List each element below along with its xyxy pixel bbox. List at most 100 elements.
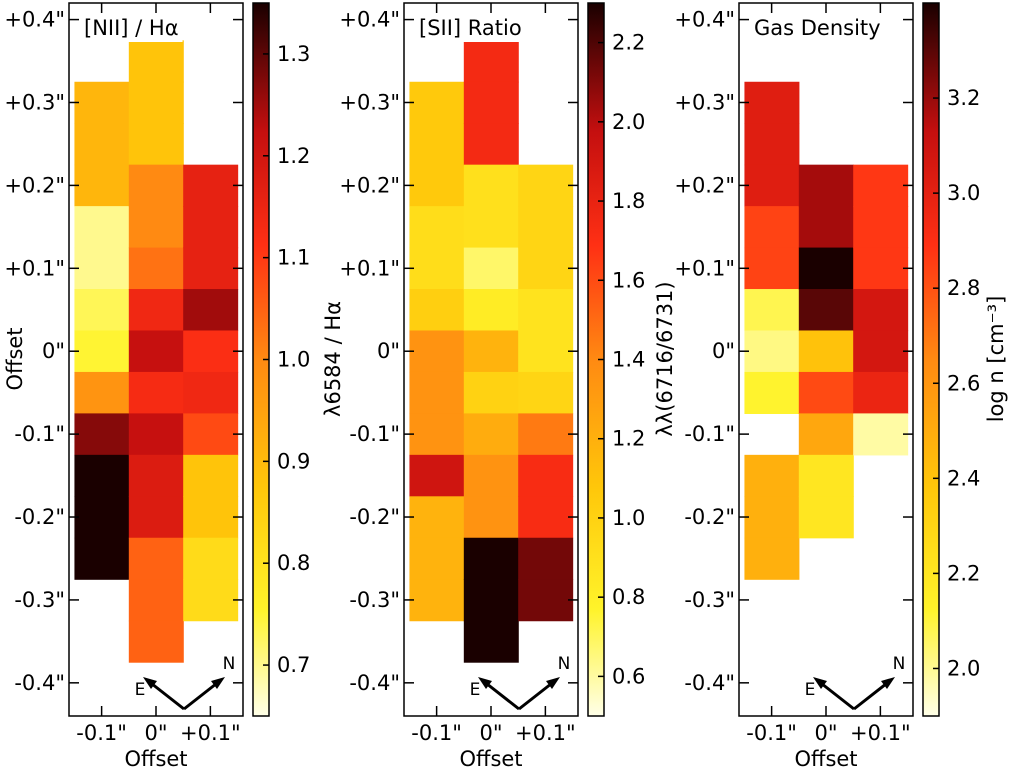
heatmap-cell bbox=[128, 40, 184, 83]
heatmap-cell bbox=[744, 496, 800, 539]
y-tick-label: -0.2" bbox=[14, 505, 65, 529]
colorbar-ticks: 2.0 2.2 2.4 2.6 2.8 3.0 3.2 bbox=[933, 86, 980, 680]
colorbar-tick-label: 0.9 bbox=[277, 449, 310, 473]
compass-north-label: N bbox=[558, 654, 571, 674]
heatmap-cell bbox=[128, 579, 184, 622]
heatmap-cell bbox=[128, 247, 184, 290]
y-tick-label: +0.3" bbox=[674, 90, 735, 114]
panel-title: Gas Density bbox=[754, 16, 881, 40]
colorbar-ticks: 0.7 0.8 0.9 1.0 1.1 1.2 1.3 bbox=[263, 42, 310, 677]
colorbar-tick-label: 1.1 bbox=[277, 246, 310, 270]
heatmap-cell bbox=[853, 164, 909, 207]
heatmap-cell bbox=[518, 413, 574, 456]
y-tick-label: -0.3" bbox=[14, 588, 65, 612]
x-tick-label: +0.1" bbox=[180, 721, 241, 745]
colorbar-label: λλ(6716/6731) bbox=[653, 281, 677, 436]
heatmap-cell bbox=[74, 289, 130, 332]
heatmap-cell bbox=[798, 413, 854, 456]
heatmap-cell bbox=[853, 289, 909, 332]
heatmap-cell bbox=[798, 454, 854, 497]
heatmap-cell bbox=[798, 206, 854, 249]
heatmap-cell bbox=[128, 371, 184, 414]
colorbar-tick-label: 0.7 bbox=[277, 653, 310, 677]
colorbar-tick-label: 1.6 bbox=[612, 268, 645, 292]
heatmap-cell bbox=[463, 579, 519, 622]
heatmap-cell bbox=[74, 81, 130, 124]
heatmap-cell bbox=[744, 537, 800, 580]
colorbar-tick-label: 1.3 bbox=[277, 42, 310, 66]
heatmap-cell bbox=[463, 537, 519, 580]
y-tick-label: -0.4" bbox=[349, 671, 400, 695]
y-tick-label: -0.4" bbox=[684, 671, 735, 695]
compass-east-arrowhead bbox=[478, 677, 492, 689]
heatmap-cell bbox=[463, 371, 519, 414]
y-tick-label: +0.3" bbox=[339, 90, 400, 114]
heatmap-cell bbox=[463, 330, 519, 373]
colorbar-tick-label: 2.0 bbox=[947, 656, 980, 680]
colorbar-tick-label: 0.8 bbox=[277, 551, 310, 575]
heatmap-cell bbox=[128, 620, 184, 663]
heatmap-cell bbox=[463, 496, 519, 539]
heatmap-cell bbox=[183, 454, 239, 497]
x-tick-label: 0" bbox=[814, 721, 837, 745]
panel-title-background bbox=[415, 14, 526, 42]
heatmap-cell bbox=[183, 413, 239, 456]
colorbar-tick-label: 0.6 bbox=[612, 664, 645, 688]
colorbar-tick-label: 1.2 bbox=[612, 427, 645, 451]
y-ticks: +0.4" +0.3" +0.2" +0.1" 0" -0.1" -0.2" -0.3" -0.… bbox=[339, 8, 578, 695]
heatmap-cell bbox=[74, 206, 130, 249]
y-tick-label: -0.1" bbox=[14, 422, 65, 446]
x-tick-label: +0.1" bbox=[515, 721, 576, 745]
y-tick-label: -0.2" bbox=[684, 505, 735, 529]
heatmap-cell bbox=[463, 289, 519, 332]
heatmap-cell bbox=[463, 247, 519, 290]
heatmap-cell bbox=[744, 371, 800, 414]
colorbar-tick-label: 2.4 bbox=[947, 466, 980, 490]
heatmap-cell bbox=[463, 454, 519, 497]
y-tick-label: -0.3" bbox=[684, 588, 735, 612]
heatmap-cell bbox=[798, 289, 854, 332]
x-axis-label: Offset bbox=[124, 747, 187, 769]
heatmap-cell bbox=[74, 371, 130, 414]
colorbar-tick-label: 1.0 bbox=[612, 506, 645, 530]
heatmap-cell bbox=[744, 330, 800, 373]
compass-north-arrowhead bbox=[211, 677, 225, 689]
y-tick-label: +0.2" bbox=[339, 173, 400, 197]
heatmap-cell bbox=[409, 371, 465, 414]
heatmap-cell bbox=[744, 289, 800, 332]
x-tick-label: -0.1" bbox=[76, 721, 127, 745]
compass-east-arrowhead bbox=[813, 677, 827, 689]
compass-north-arrowhead bbox=[546, 677, 560, 689]
heatmap-cell bbox=[518, 579, 574, 622]
compass: E N bbox=[470, 654, 571, 711]
cells bbox=[744, 81, 909, 580]
heatmap-cell bbox=[74, 413, 130, 456]
colorbar-tick-label: 3.2 bbox=[947, 86, 980, 110]
heatmap-cell bbox=[128, 413, 184, 456]
colorbar-tick-label: 3.0 bbox=[947, 181, 980, 205]
heatmap-cell bbox=[183, 330, 239, 373]
heatmap-cell bbox=[409, 81, 465, 124]
x-tick-label: -0.1" bbox=[411, 721, 462, 745]
y-tick-label: +0.3" bbox=[4, 90, 65, 114]
heatmap-cell bbox=[518, 496, 574, 539]
heatmap-cell bbox=[183, 247, 239, 290]
y-tick-label: +0.2" bbox=[4, 173, 65, 197]
y-tick-label: -0.3" bbox=[349, 588, 400, 612]
heatmap-cell bbox=[409, 164, 465, 207]
heatmap-cell bbox=[128, 537, 184, 580]
heatmap-cell bbox=[183, 579, 239, 622]
heatmap-cell bbox=[409, 537, 465, 580]
heatmap-cell bbox=[798, 371, 854, 414]
y-tick-label: 0" bbox=[377, 339, 400, 363]
heatmap-cell bbox=[74, 496, 130, 539]
heatmap-cell bbox=[74, 247, 130, 290]
compass: E N bbox=[805, 654, 905, 711]
y-tick-label: -0.1" bbox=[349, 422, 400, 446]
heatmap-cell bbox=[128, 330, 184, 373]
heatmap-cell bbox=[853, 413, 909, 456]
panel-gas-density: -0.1" 0" +0.1" +0.4"+0.3"+0.2"+0.1"0"-0.1"… bbox=[674, 2, 1008, 769]
colorbar-ticks: 0.6 0.8 1.0 1.2 1.4 1.6 1.8 2.0 2.2 bbox=[598, 31, 645, 688]
heatmap-cell bbox=[74, 164, 130, 207]
